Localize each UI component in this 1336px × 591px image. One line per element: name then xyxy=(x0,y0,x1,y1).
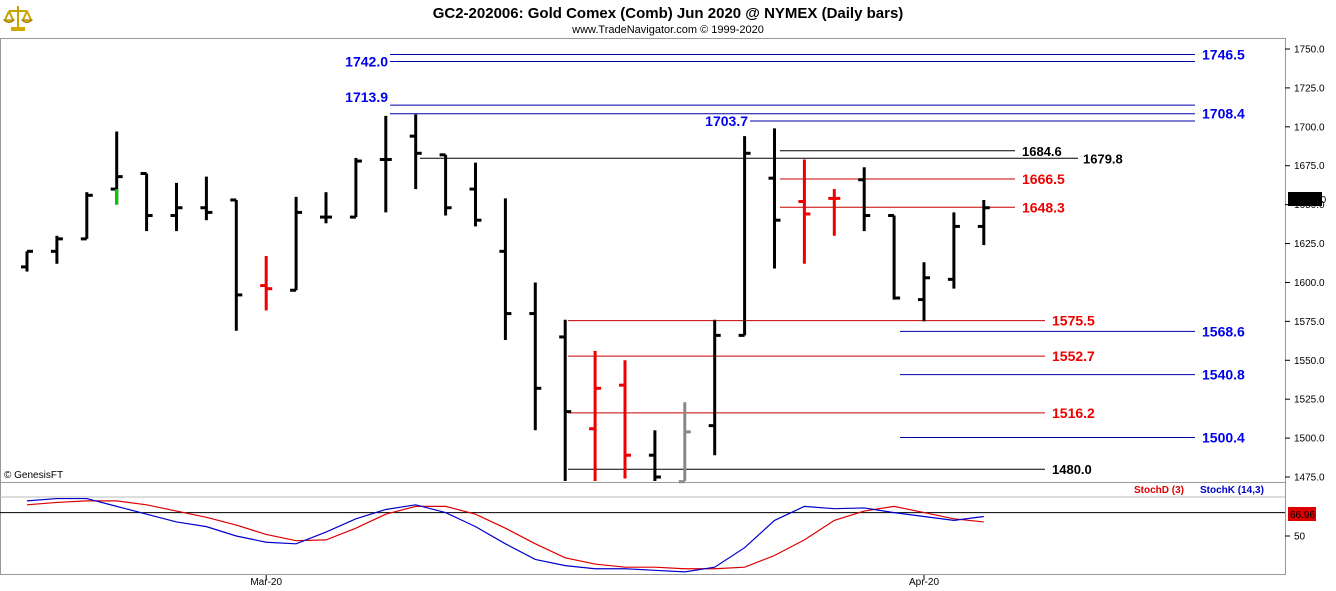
stoch-series-line xyxy=(26,497,984,573)
last-price-badge xyxy=(1288,192,1322,206)
ohlc-bar xyxy=(320,192,332,224)
ohlc-bar xyxy=(170,182,183,232)
ohlc-bar xyxy=(708,319,721,456)
level-label: 1540.8 xyxy=(1202,367,1245,383)
ohlc-bar xyxy=(589,350,602,481)
x-tick-label: Apr-20 xyxy=(909,577,939,588)
ohlc-bar xyxy=(798,159,811,264)
ohlc-bar xyxy=(619,360,631,479)
ohlc-bar xyxy=(379,115,392,213)
level-label: 1575.5 xyxy=(1052,313,1095,329)
legend-stochd: StochD (3) xyxy=(1134,485,1184,496)
ohlc-bar xyxy=(260,255,273,311)
ohlc-bar xyxy=(768,128,781,269)
ohlc-bar xyxy=(738,136,751,337)
last-price-value: 1648.80 xyxy=(1290,195,1327,206)
ohlc-bar xyxy=(140,172,153,232)
y-tick-label: 1750.0 xyxy=(1294,45,1325,56)
ohlc-bar xyxy=(50,235,63,264)
level-label: 1742.0 xyxy=(345,53,388,69)
level-label: 1648.3 xyxy=(1022,199,1065,215)
ohlc-bar xyxy=(648,430,661,481)
gold-scale-logo-icon xyxy=(2,3,34,33)
ohlc-bar xyxy=(349,157,362,219)
level-label: 1713.9 xyxy=(345,89,388,105)
y-tick-label: 1725.0 xyxy=(1294,83,1325,94)
ohlc-bar xyxy=(828,189,841,236)
stoch-last-badge xyxy=(1288,507,1316,521)
indicator-panel-frame xyxy=(0,482,1286,575)
ohlc-bar xyxy=(888,214,901,300)
level-label: 1703.7 xyxy=(705,113,748,129)
ohlc-bar xyxy=(918,262,930,322)
ohlc-bar xyxy=(559,319,572,481)
y-tick-label: 1675.0 xyxy=(1294,161,1325,172)
price-y-axis: 1475.0 1500.0 1525.0 1550.0 1575.0 1600.0 1625… xyxy=(1285,45,1325,484)
x-tick-label: Mar-20 xyxy=(250,577,282,588)
y-tick-label: 1625.0 xyxy=(1294,239,1325,250)
y-tick-label: 1575.0 xyxy=(1294,317,1325,328)
y-tick-label: 1550.0 xyxy=(1294,356,1325,367)
ohlc-bar xyxy=(947,212,960,289)
y-tick-label: 1475.0 xyxy=(1294,473,1325,484)
level-label: 1568.6 xyxy=(1202,323,1245,339)
stoch-y-tick-label: 50 xyxy=(1294,532,1306,543)
ohlc-bar xyxy=(80,192,93,241)
ohlc-bar xyxy=(21,249,33,272)
level-label: 1708.4 xyxy=(1202,106,1245,122)
ohlc-bar xyxy=(529,282,542,431)
ohlc-bar xyxy=(678,402,691,484)
level-label: 1666.5 xyxy=(1022,171,1065,187)
price-bars xyxy=(21,114,990,484)
level-label: 1552.7 xyxy=(1052,348,1095,364)
ohlc-bar xyxy=(230,198,243,331)
y-tick-label: 1600.0 xyxy=(1294,278,1325,289)
ohlc-bar xyxy=(858,167,871,232)
stoch-series-line xyxy=(26,500,984,570)
level-label: 1746.5 xyxy=(1202,46,1245,62)
ohlc-bar xyxy=(290,196,303,292)
level-label: 1679.8 xyxy=(1083,151,1123,166)
y-tick-label: 1500.0 xyxy=(1294,434,1325,445)
ohlc-bar xyxy=(499,198,512,341)
legend-stochk: StochK (14,3) xyxy=(1200,485,1264,496)
y-tick-label: 1525.0 xyxy=(1294,395,1325,406)
ohlc-bar xyxy=(469,162,482,227)
x-axis: Mar-20 Apr-20 xyxy=(250,575,939,588)
chart-title: GC2-202006: Gold Comex (Comb) Jun 2020 @… xyxy=(433,5,904,22)
stoch-last-value: 66.96 xyxy=(1290,510,1315,521)
level-label: 1684.6 xyxy=(1022,144,1062,159)
ohlc-bar xyxy=(977,199,990,246)
level-label: 1480.0 xyxy=(1052,462,1092,477)
levels-layer: 1746.5 1742.0 1713.9 1708.4 1703.7 1684.6 1679… xyxy=(345,46,1245,477)
level-label: 1516.2 xyxy=(1052,405,1095,421)
chart-subtitle: www.TradeNavigator.com © 1999-2020 xyxy=(571,24,764,36)
ohlc-bar xyxy=(409,114,422,190)
ohlc-bar xyxy=(200,176,213,221)
ohlc-bar xyxy=(439,153,452,216)
y-tick-label: 1700.0 xyxy=(1294,122,1325,133)
stochastic-panel: 50 xyxy=(0,497,1306,573)
copyright-label: © GenesisFT xyxy=(4,470,63,481)
level-label: 1500.4 xyxy=(1202,429,1245,445)
